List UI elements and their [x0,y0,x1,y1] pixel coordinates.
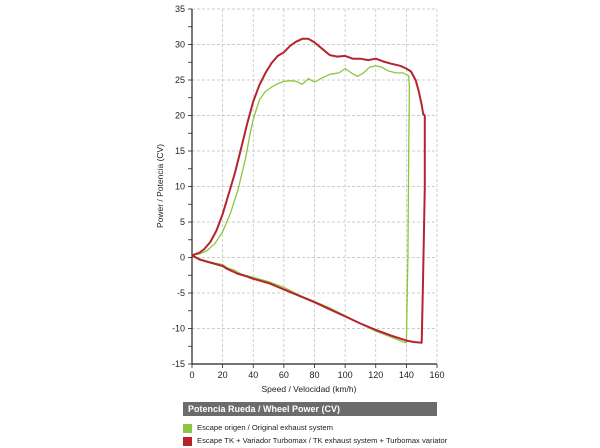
y-tick-label: -5 [177,288,185,298]
legend-label-original: Escape origen / Original exhaust system [197,423,333,432]
x-tick-label: 60 [279,370,289,380]
x-tick-label: 120 [368,370,383,380]
axes [188,8,438,368]
y-tick-label: 5 [180,217,185,227]
y-tick-label: 0 [180,253,185,263]
x-tick-label: 140 [399,370,414,380]
x-tick-label: 0 [189,370,194,380]
series-line-tk-turbomax [191,37,426,344]
x-tick-label: 20 [218,370,228,380]
x-tick-label: 40 [248,370,258,380]
grid [192,8,438,364]
y-tick-label: 30 [175,40,185,50]
legend-item-original: Escape origen / Original exhaust system [183,422,333,434]
x-tick-label: 80 [309,370,319,380]
y-tick-label: -10 [172,324,185,334]
legend-item-tk-turbomax: Escape TK + Variador Turbomax / TK exhau… [183,435,447,447]
y-axis-label: Power / Potencia (CV) [155,144,165,228]
y-tick-label: 15 [175,146,185,156]
series-lines [191,37,426,344]
y-tick-label: 20 [175,111,185,121]
x-tick-label: 100 [338,370,353,380]
legend-title: Potencia Rueda / Wheel Power (CV) [183,402,437,416]
x-tick-label: 160 [429,370,444,380]
legend-swatch-tk-turbomax [183,436,192,446]
y-tick-label: 10 [175,182,185,192]
legend-label-tk-turbomax: Escape TK + Variador Turbomax / TK exhau… [197,436,448,445]
y-tick-label: -15 [172,359,185,369]
x-axis-label: Speed / Velocidad (km/h) [262,384,357,394]
y-tick-label: 25 [175,75,185,85]
y-tick-label: 35 [175,4,185,14]
legend-swatch-original [183,423,192,433]
tick-labels: -15 -10 -5 0 5 10 15 20 25 30 35 0 20 40 60 80 100 120 140… [172,4,445,380]
